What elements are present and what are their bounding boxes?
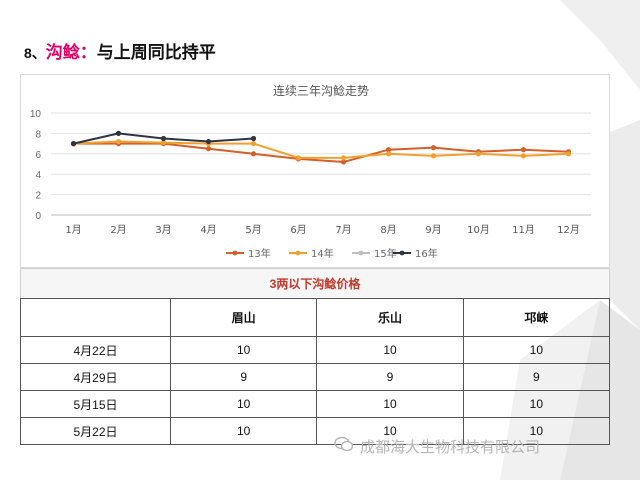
table-row: 4月29日 9 9 9	[20, 363, 611, 391]
chart-svg: 连续三年沟鲶走势 0 2 4 6 8 10 1月 2月 3月 4月 5月 6月 7月 8月 9月 10月 11月 1…	[30, 83, 591, 260]
x-tick-label: 7月	[335, 224, 351, 236]
x-tick-label: 5月	[245, 224, 261, 236]
series-line	[73, 142, 569, 163]
price-cell: 10	[316, 336, 464, 364]
data-point	[205, 138, 212, 145]
table-row: 4月22日 10 10 10	[20, 336, 611, 364]
data-point	[520, 147, 527, 153]
legend-marker	[232, 250, 238, 256]
legend-label: 14年	[311, 247, 334, 260]
title-text: 与上周同比持平	[96, 43, 216, 63]
wechat-icon	[334, 436, 354, 456]
x-tick-label: 1月	[65, 224, 81, 236]
data-point	[565, 151, 572, 157]
data-point	[340, 159, 347, 165]
x-tick-label: 2月	[110, 224, 126, 236]
y-tick-label: 6	[35, 150, 41, 161]
price-cell: 10	[462, 390, 611, 418]
header-cell-leshan: 乐山	[316, 298, 464, 337]
legend-label: 13年	[248, 247, 271, 260]
price-cell: 10	[462, 417, 611, 445]
data-point	[250, 135, 257, 142]
data-point	[385, 151, 392, 157]
x-tick-label: 3月	[155, 224, 171, 236]
price-cell: 9	[462, 363, 611, 391]
price-table-container: 3两以下沟鲶价格 眉山 乐山 邛崃 4月22日 10 10 10 4月29日 9…	[20, 268, 611, 445]
price-table: 3两以下沟鲶价格 眉山 乐山 邛崃 4月22日 10 10 10 4月29日 9…	[20, 268, 611, 445]
header-cell	[20, 298, 171, 337]
header-cell-qionglai: 邛崃	[462, 298, 611, 337]
legend-marker	[399, 250, 405, 256]
price-cell: 9	[169, 363, 318, 391]
date-cell: 4月22日	[20, 336, 171, 364]
data-point	[430, 153, 437, 159]
page-title: 8、沟鲶：与上周同比持平	[24, 38, 216, 63]
watermark: 成都海大生物科技有限公司	[334, 436, 540, 457]
data-point	[385, 147, 392, 153]
chart-title: 连续三年沟鲶走势	[273, 83, 369, 98]
watermark-text: 成都海大生物科技有限公司	[360, 438, 541, 456]
data-point	[295, 155, 302, 161]
price-cell: 10	[316, 417, 464, 445]
price-cell: 10	[462, 336, 611, 364]
y-tick-label: 10	[30, 109, 42, 120]
price-cell: 10	[316, 390, 464, 418]
data-point	[475, 151, 482, 157]
x-tick-label: 10月	[467, 224, 490, 236]
table-caption: 3两以下沟鲶价格	[20, 268, 610, 299]
table-row: 5月15日 10 10 10	[20, 390, 611, 418]
title-number: 8、	[24, 45, 46, 61]
data-point	[115, 130, 122, 136]
table-header-row: 眉山 乐山 邛崃	[20, 298, 611, 337]
header-cell-meishan: 眉山	[169, 298, 318, 337]
legend-label: 15年	[374, 247, 397, 260]
price-trend-chart: 连续三年沟鲶走势 0 2 4 6 8 10 1月 2月 3月 4月 5月 6月 7月 8月 9月 10月 11月 1…	[20, 74, 610, 268]
price-cell: 9	[316, 363, 464, 391]
y-tick-label: 0	[35, 211, 41, 222]
y-tick-label: 2	[35, 191, 41, 202]
y-tick-label: 8	[35, 129, 41, 140]
data-point	[520, 153, 527, 159]
data-point	[430, 145, 437, 151]
legend-marker	[358, 250, 364, 256]
y-tick-label: 4	[35, 170, 41, 181]
table-row: 5月22日 10 10 10	[20, 417, 611, 445]
legend-label: 16年	[415, 247, 438, 260]
data-point	[70, 141, 77, 147]
data-point	[340, 155, 347, 161]
x-tick-label: 12月	[557, 224, 580, 236]
date-cell: 5月22日	[20, 417, 171, 445]
date-cell: 4月29日	[20, 363, 171, 391]
data-point	[205, 146, 212, 152]
legend-marker	[295, 250, 301, 256]
x-tick-label: 4月	[200, 224, 216, 236]
date-cell: 5月15日	[20, 390, 171, 418]
x-tick-label: 6月	[290, 224, 306, 236]
data-point	[250, 151, 257, 157]
data-point	[160, 135, 167, 142]
data-point	[250, 141, 257, 147]
x-tick-label: 8月	[380, 224, 396, 236]
series-line	[73, 140, 569, 159]
data-point	[115, 138, 122, 145]
data-point	[160, 139, 167, 146]
title-highlight: 沟鲶：	[45, 43, 97, 63]
x-tick-label: 11月	[512, 224, 535, 236]
price-cell: 10	[169, 336, 318, 364]
price-cell: 10	[169, 390, 318, 418]
x-tick-label: 9月	[425, 224, 441, 236]
price-cell: 10	[169, 417, 318, 445]
